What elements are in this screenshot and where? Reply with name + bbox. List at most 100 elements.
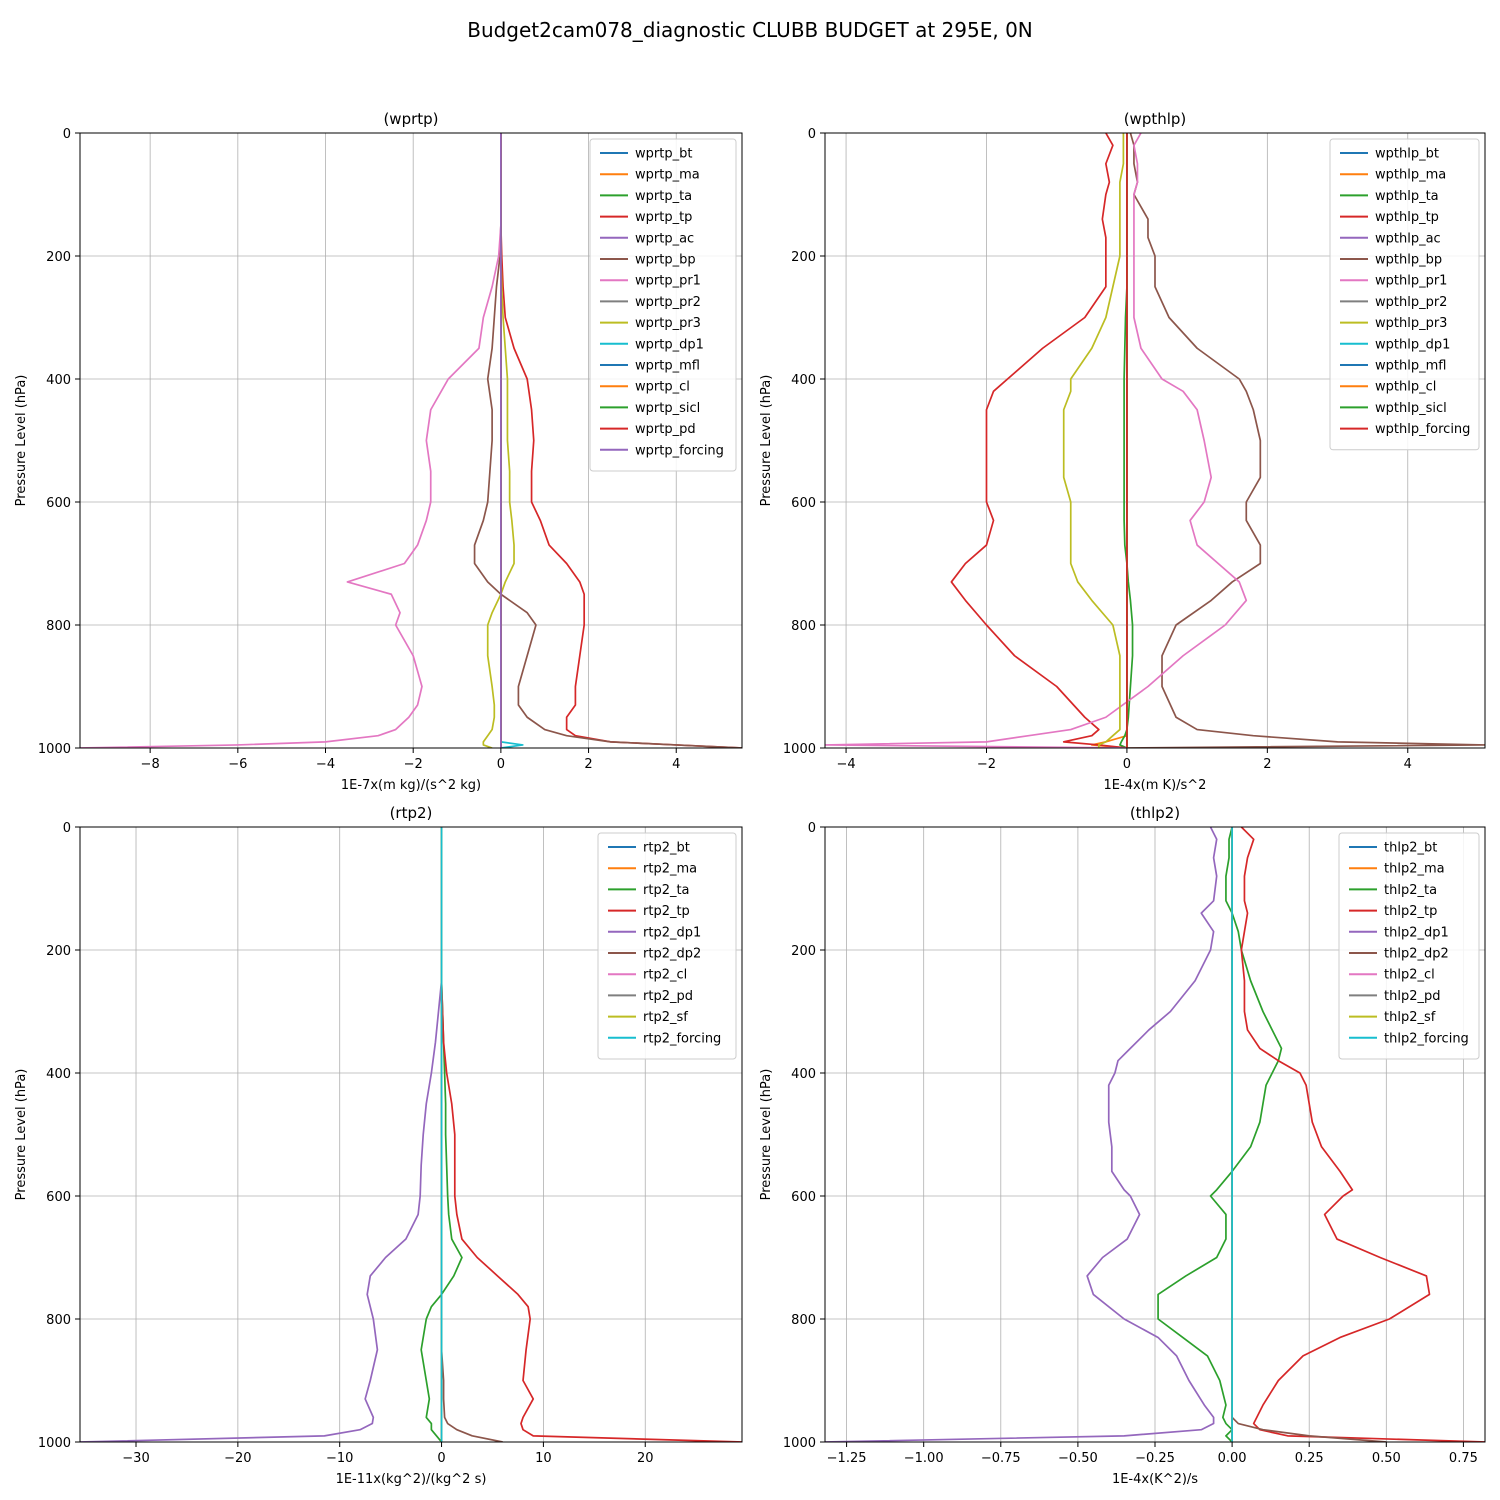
legend-entry: wpthlp_pr1 [1340, 274, 1447, 289]
series-line-thlp2_dp1 [825, 827, 1218, 1442]
legend-entry: wprtp_pr1 [600, 274, 701, 289]
legend-entry: wprtp_ma [600, 168, 700, 183]
legend-label: thlp2_dp2 [1384, 947, 1449, 962]
subplot-thlp2: −1.25 −1.00 −0.75 −0.50 −0.25 0.00 0.25 0.50 0.7… [759, 804, 1486, 1487]
legend-entry: thlp2_dp1 [1349, 925, 1449, 940]
series-group [80, 133, 742, 748]
legend-entry: thlp2_ta [1349, 883, 1437, 898]
y-tick-label: 800 [791, 619, 816, 634]
legend-label: wpthlp_dp1 [1375, 337, 1450, 352]
y-tick-label: 0 [63, 127, 71, 142]
legend-label: rtp2_pd [643, 989, 693, 1004]
y-tick-label: 200 [791, 250, 816, 265]
legend-label: rtp2_cl [643, 968, 687, 983]
y-tick-label: 0 [63, 821, 71, 836]
y-tick-labels: 0 200 400 600 800 1000 [38, 127, 80, 757]
axes-frame [79, 826, 743, 1443]
x-tick-label: −4 [836, 757, 855, 772]
subplot-title: (wpthlp) [1124, 110, 1187, 128]
legend-label: wprtp_tp [635, 210, 692, 225]
legend-entry: wpthlp_forcing [1340, 422, 1470, 437]
legend-label: thlp2_cl [1384, 968, 1435, 983]
y-tick-label: 1000 [38, 1436, 71, 1451]
legend-entry: wpthlp_pr3 [1340, 316, 1447, 331]
legend: wprtp_bt wprtp_ma wprtp_ta wprtp_tp wprtp_ac… [589, 138, 737, 472]
x-axis-label: 1E-11x(kg^2)/(kg^2 s) [336, 1472, 487, 1487]
legend-entry: wprtp_cl [600, 380, 690, 395]
legend-entry: rtp2_dp2 [608, 947, 701, 962]
x-tick-label: 20 [637, 1451, 654, 1466]
x-tick-label: −2 [404, 757, 423, 772]
x-tick-label: 0 [497, 757, 505, 772]
legend-label: wpthlp_mfl [1375, 359, 1446, 374]
x-axis-label: 1E-7x(m kg)/(s^2 kg) [341, 778, 481, 793]
subplot-wprtp: −8 −6 −4 −2 0 2 4 0 200 400 600 800 1000 (wprtp) 1E-7x… [14, 110, 743, 793]
legend-label: thlp2_ta [1384, 883, 1437, 898]
series-group [825, 133, 1485, 748]
series-line-wprtp_tp [500, 133, 742, 748]
legend-entry: wprtp_ta [600, 189, 692, 204]
legend-entry: wprtp_pr2 [600, 295, 701, 310]
y-tick-label: 600 [791, 496, 816, 511]
x-tick-label: −1.00 [904, 1451, 944, 1466]
legend-label: rtp2_ma [643, 862, 697, 877]
y-tick-label: 200 [46, 250, 71, 265]
legend-entry: rtp2_ma [608, 862, 697, 877]
legend-entry: rtp2_pd [608, 989, 693, 1004]
legend-label: wprtp_bp [635, 253, 696, 268]
x-tick-labels: −30 −20 −10 0 10 20 [122, 1442, 654, 1466]
legend-entry: wpthlp_bp [1340, 253, 1442, 268]
y-axis-label: Pressure Level (hPa) [14, 1069, 29, 1201]
legend-label: rtp2_bt [643, 841, 690, 856]
y-tick-labels: 0 200 400 600 800 1000 [783, 127, 825, 757]
legend-entry: rtp2_tp [608, 904, 690, 919]
legend-entry: thlp2_ma [1349, 862, 1445, 877]
legend: rtp2_bt rtp2_ma rtp2_ta rtp2_tp rtp2_dp1 rtp2… [597, 832, 737, 1060]
y-tick-label: 600 [46, 496, 71, 511]
legend-entry: wpthlp_tp [1340, 210, 1439, 225]
legend: wpthlp_bt wpthlp_ma wpthlp_ta wpthlp_tpwpth… [1329, 138, 1480, 451]
legend-entry: rtp2_sf [608, 1010, 688, 1025]
legend-label: thlp2_ma [1384, 862, 1445, 877]
series-line-wprtp_bp [473, 133, 742, 748]
legend: thlp2_bt thlp2_ma thlp2_ta thlp2_tp thlp2_dp… [1338, 832, 1480, 1060]
legend-entry: thlp2_forcing [1349, 1031, 1469, 1046]
legend-label: wpthlp_cl [1375, 380, 1436, 395]
subplot-title: (wprtp) [383, 110, 438, 128]
axes-frame [824, 132, 1486, 749]
legend-entry: rtp2_bt [608, 841, 690, 856]
x-axis-label: 1E-4x(K^2)/s [1112, 1472, 1198, 1487]
y-tick-label: 600 [791, 1190, 816, 1205]
x-tick-label: 0 [1123, 757, 1131, 772]
legend-entry: wpthlp_dp1 [1340, 337, 1450, 352]
x-tick-label: −20 [224, 1451, 251, 1466]
y-tick-label: 800 [46, 1313, 71, 1328]
legend-label: wprtp_ta [635, 189, 692, 204]
legend-entry: wprtp_dp1 [600, 337, 704, 352]
x-tick-label: 0.25 [1295, 1451, 1324, 1466]
legend-entry: thlp2_sf [1349, 1010, 1436, 1025]
series-line-wpthlp_pr3 [1062, 133, 1125, 748]
x-tick-label: 0.50 [1372, 1451, 1401, 1466]
x-tick-label: 10 [535, 1451, 552, 1466]
y-axis-label: Pressure Level (hPa) [14, 375, 29, 507]
y-tick-label: 200 [46, 944, 71, 959]
series-line-wpthlp_tp [950, 133, 1128, 748]
legend-label: wprtp_dp1 [635, 337, 704, 352]
y-tick-labels: 0 200 400 600 800 1000 [38, 821, 80, 1451]
subplot-grid: −8 −6 −4 −2 0 2 402004006008001000(wprtp)1E-7x… [14, 110, 1486, 1487]
x-tick-label: 4 [1404, 757, 1412, 772]
y-tick-label: 400 [791, 373, 816, 388]
legend-label: wprtp_sicl [635, 401, 700, 416]
y-tick-label: 1000 [38, 742, 71, 757]
legend-entry: rtp2_forcing [608, 1031, 721, 1046]
legend-entry: rtp2_cl [608, 968, 687, 983]
legend-entry: wprtp_bt [600, 147, 692, 162]
y-tick-label: 400 [46, 1067, 71, 1082]
series-line-thlp2_ta [1157, 827, 1283, 1442]
x-axis-label: 1E-4x(m K)/s^2 [1104, 778, 1207, 793]
legend-label: rtp2_sf [643, 1010, 688, 1025]
legend-entry: thlp2_cl [1349, 968, 1435, 983]
x-tick-label: −6 [228, 757, 247, 772]
